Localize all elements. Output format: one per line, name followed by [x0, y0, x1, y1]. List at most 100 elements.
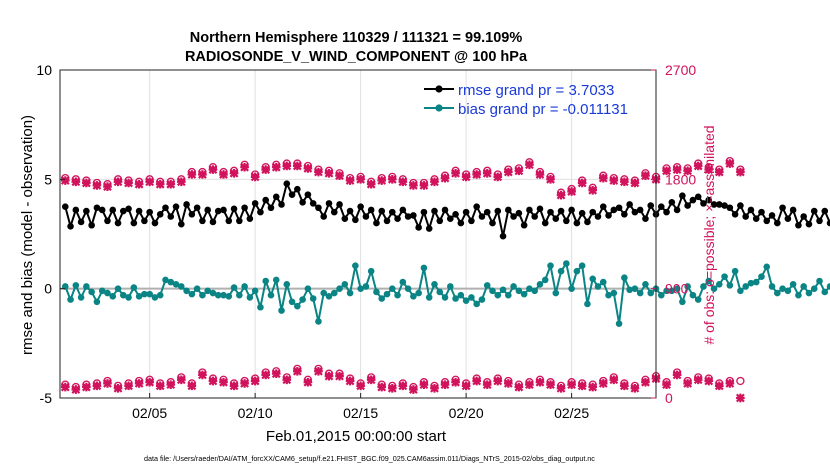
obs-assimilated-upper-marker [598, 173, 608, 183]
rmse-point [141, 217, 148, 225]
bias-point [320, 289, 328, 297]
bias-point [410, 293, 417, 300]
obs-assimilated-lower-marker [419, 380, 429, 390]
bias-point [621, 274, 628, 282]
rmse-point [552, 215, 560, 222]
bias-point [452, 295, 459, 302]
rmse-point [135, 207, 143, 215]
obs-possible-lower-marker [736, 376, 745, 386]
bias-point [383, 290, 391, 298]
bias-point [531, 287, 538, 295]
rmse-point [330, 208, 338, 216]
obs-assimilated-lower-marker [398, 381, 408, 391]
bias-point [483, 282, 491, 289]
bias-point [246, 294, 254, 301]
bias-point [462, 297, 470, 304]
obs-assimilated-lower-marker [271, 369, 281, 379]
x-tick-label: 02/20 [449, 405, 484, 421]
obs-assimilated-lower-marker [577, 381, 587, 391]
rmse-point [162, 204, 169, 212]
bias-point [193, 285, 201, 292]
bias-point [826, 283, 830, 290]
obs-assimilated-lower-marker [525, 380, 534, 390]
obs-assimilated-lower-marker [134, 379, 144, 388]
obs-assimilated-upper-marker [556, 190, 566, 200]
obs-assimilated-upper-marker [60, 176, 70, 185]
rmse-point [98, 206, 106, 214]
obs-assimilated-upper-marker [609, 176, 619, 185]
obs-assimilated-upper-marker [704, 165, 714, 174]
rmse-point [478, 213, 486, 220]
bias-point [520, 290, 528, 298]
rmse-point [742, 213, 749, 220]
obs-assimilated-lower-marker [451, 377, 460, 387]
rmse-point [784, 215, 792, 222]
bias-series [61, 260, 830, 327]
bias-point [626, 286, 633, 294]
bias-point [146, 290, 153, 298]
bias-point [151, 294, 159, 301]
rmse-point [731, 211, 739, 218]
rmse-point [399, 206, 407, 214]
bias-point [362, 283, 370, 290]
rmse-point [563, 217, 570, 225]
obs-assimilated-lower-marker [472, 376, 482, 386]
rmse-point [288, 191, 296, 198]
bias-point [61, 283, 69, 290]
rmse-point [267, 204, 275, 212]
rmse-point [283, 180, 291, 188]
obs-assimilated-upper-marker [430, 177, 439, 187]
bias-point [304, 285, 312, 292]
obs-assimilated-upper-marker [725, 159, 735, 168]
obs-assimilated-lower-marker [704, 376, 714, 386]
bias-point [457, 291, 465, 299]
bias-point [352, 262, 359, 270]
obs-assimilated-upper-marker [166, 179, 176, 189]
bias-point [505, 291, 512, 299]
rmse-point [705, 196, 713, 204]
bias-point [810, 285, 818, 292]
legend-bias-marker [435, 104, 443, 112]
rmse-point [610, 206, 618, 214]
rmse-point [774, 219, 781, 227]
y-left-tick-label: 5 [44, 171, 52, 187]
obs-assimilated-lower-marker [609, 375, 619, 385]
rmse-point [626, 201, 633, 208]
rmse-point [763, 217, 771, 225]
y-right-tick-label: 1800 [665, 171, 696, 187]
rmse-point [304, 191, 312, 198]
obs-assimilated-upper-marker [577, 178, 587, 188]
bias-point [774, 289, 781, 297]
bias-point [172, 280, 180, 288]
obs-assimilated-lower-marker [208, 376, 218, 386]
bias-point [563, 260, 570, 267]
rmse-point [204, 206, 211, 214]
obs-assimilated-upper-marker [409, 181, 418, 190]
rmse-point [457, 219, 465, 227]
rmse-point [700, 200, 707, 207]
rmse-point [789, 206, 797, 214]
obs-assimilated-lower-marker [324, 371, 334, 381]
bias-point [77, 294, 85, 301]
obs-assimilated-upper-marker [71, 177, 81, 187]
bias-point [183, 287, 190, 295]
bias-point [230, 284, 238, 291]
bias-line [64, 262, 830, 325]
rmse-point [257, 208, 264, 216]
rmse-point [526, 206, 533, 214]
bias-point [715, 280, 723, 288]
rmse-point [752, 215, 760, 222]
bias-point [98, 287, 106, 295]
rmse-point [156, 211, 164, 218]
x-tick-label: 02/10 [238, 405, 273, 421]
rmse-point [72, 206, 80, 214]
bias-point [378, 295, 386, 302]
rmse-point [668, 198, 676, 206]
rmse-point [172, 203, 180, 210]
rmse-point [394, 215, 401, 222]
obs-assimilated-lower-marker [113, 383, 123, 393]
bias-point [299, 296, 306, 303]
bias-point [478, 296, 486, 303]
bias-point [636, 289, 644, 297]
obs-assimilated-upper-marker [535, 170, 545, 179]
